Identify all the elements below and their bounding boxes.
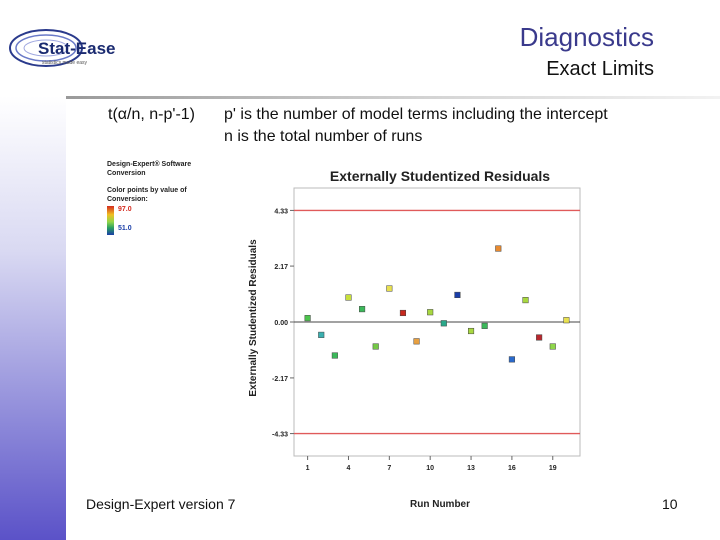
x-tick-label: 4 bbox=[347, 465, 351, 472]
data-point bbox=[522, 297, 529, 304]
data-point bbox=[508, 356, 515, 363]
logo-brand-text: Stat-Ease bbox=[38, 39, 115, 58]
data-point bbox=[331, 352, 338, 359]
plot-area: 4.33 2.17 0.00 -2.17 -4.33 1 4 7 10 13 16 19 bbox=[272, 187, 581, 472]
data-point bbox=[536, 334, 543, 341]
data-point bbox=[454, 291, 461, 298]
residuals-chart: Externally Studentized Residuals Externa… bbox=[248, 168, 581, 510]
data-point bbox=[427, 309, 434, 316]
data-point bbox=[359, 306, 366, 313]
data-point bbox=[563, 317, 570, 324]
y-axis-label: Externally Studentized Residuals bbox=[248, 239, 259, 397]
y-tick-label: -4.33 bbox=[272, 432, 288, 439]
y-tick-label: 4.33 bbox=[274, 208, 288, 215]
slide-subtitle: Exact Limits bbox=[546, 58, 654, 80]
logo-tagline-text: statistics made easy bbox=[42, 60, 88, 66]
formula-text: t(α/n, n-p'-1) bbox=[108, 106, 195, 123]
legend-color-response: Conversion: bbox=[107, 196, 148, 203]
description-line-2: n is the total number of runs bbox=[224, 128, 423, 145]
x-tick-label: 7 bbox=[387, 465, 391, 472]
page-number: 10 bbox=[662, 496, 678, 512]
y-tick-label: -2.17 bbox=[272, 376, 288, 383]
color-scale-max: 97.0 bbox=[118, 206, 132, 213]
data-point bbox=[481, 322, 488, 329]
color-scale-min: 51.0 bbox=[118, 225, 132, 232]
legend-color-by: Color points by value of bbox=[107, 187, 187, 194]
x-tick-label: 16 bbox=[508, 465, 516, 472]
footer-text: Design-Expert version 7 bbox=[86, 496, 236, 512]
stat-ease-logo: Stat-Ease statistics made easy bbox=[9, 29, 115, 67]
data-point bbox=[345, 294, 352, 301]
data-point bbox=[467, 327, 475, 335]
data-point bbox=[399, 309, 407, 317]
color-scale-bar bbox=[107, 206, 114, 235]
header-rule bbox=[66, 96, 720, 99]
chart-legend: Design-Expert® Software Conversion Color… bbox=[107, 160, 217, 204]
y-tick-label: 0.00 bbox=[274, 320, 288, 327]
side-gradient-bar bbox=[0, 96, 66, 540]
x-tick-label: 1 bbox=[306, 465, 310, 472]
slide-title: Diagnostics bbox=[519, 22, 654, 52]
x-tick-label: 13 bbox=[467, 465, 475, 472]
legend-response: Conversion bbox=[107, 170, 146, 177]
data-point bbox=[372, 343, 379, 350]
data-point bbox=[318, 331, 325, 338]
y-tick-label: 2.17 bbox=[274, 264, 288, 271]
data-point bbox=[495, 245, 502, 252]
description-line-1: p' is the number of model terms includin… bbox=[224, 106, 608, 123]
data-point bbox=[549, 343, 556, 350]
legend-software: Design-Expert® Software bbox=[107, 161, 192, 168]
x-tick-label: 10 bbox=[426, 465, 434, 472]
x-tick-label: 19 bbox=[549, 465, 557, 472]
data-point bbox=[304, 315, 311, 322]
data-point bbox=[440, 320, 447, 327]
chart-title: Externally Studentized Residuals bbox=[330, 168, 550, 184]
data-point bbox=[413, 338, 420, 345]
x-axis-label: Run Number bbox=[410, 499, 470, 510]
data-point bbox=[386, 285, 393, 292]
